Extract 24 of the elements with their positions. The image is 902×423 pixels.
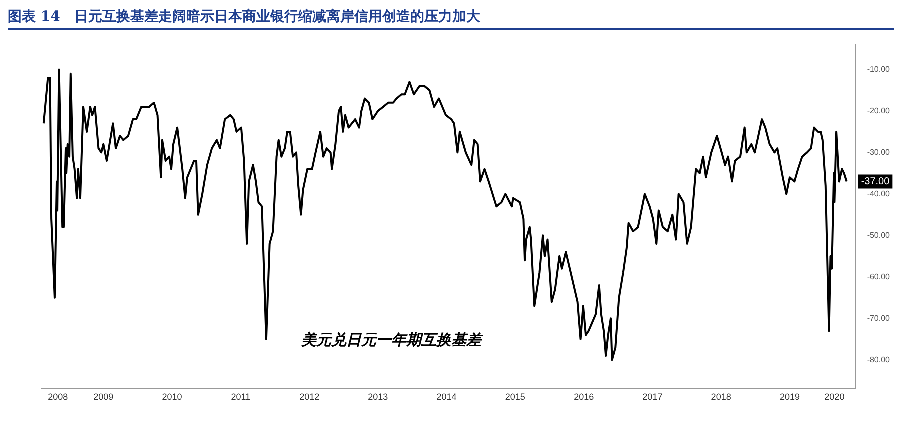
x-tick-label: 2009 [94,392,114,402]
x-tick-label: 2008 [48,392,68,402]
x-tick-label: 2019 [780,392,800,402]
x-tick-label: 2014 [436,392,457,402]
y-tick-label: -20.00 [867,106,891,116]
x-tick-label: 2016 [574,392,594,402]
x-tick-label: 2018 [711,392,732,402]
y-tick-label: -80.00 [867,355,891,364]
y-tick-label: -50.00 [867,230,891,240]
x-tick-label: 2020 [824,392,845,402]
y-tick-label: -10.00 [867,64,891,74]
y-tick-label: -30.00 [867,148,891,157]
y-tick-label: -70.00 [867,314,891,323]
annotation: 美元兑日元一年期互换基差 [300,330,484,349]
chart-title: 图表 14 日元互换基差走阔暗示日本商业银行缩减离岸信用创造的压力加大 [8,8,894,30]
annotation: -37.00 [861,176,890,188]
x-tick-label: 2015 [505,392,526,402]
x-tick-label: 2013 [368,392,388,402]
y-tick-label: -40.00 [867,189,891,198]
x-tick-label: 2010 [162,392,182,402]
x-tick-label: 2017 [642,392,663,402]
x-tick-label: 2011 [231,392,251,402]
y-tick-label: -60.00 [867,272,891,282]
x-tick-label: 2012 [300,392,320,402]
